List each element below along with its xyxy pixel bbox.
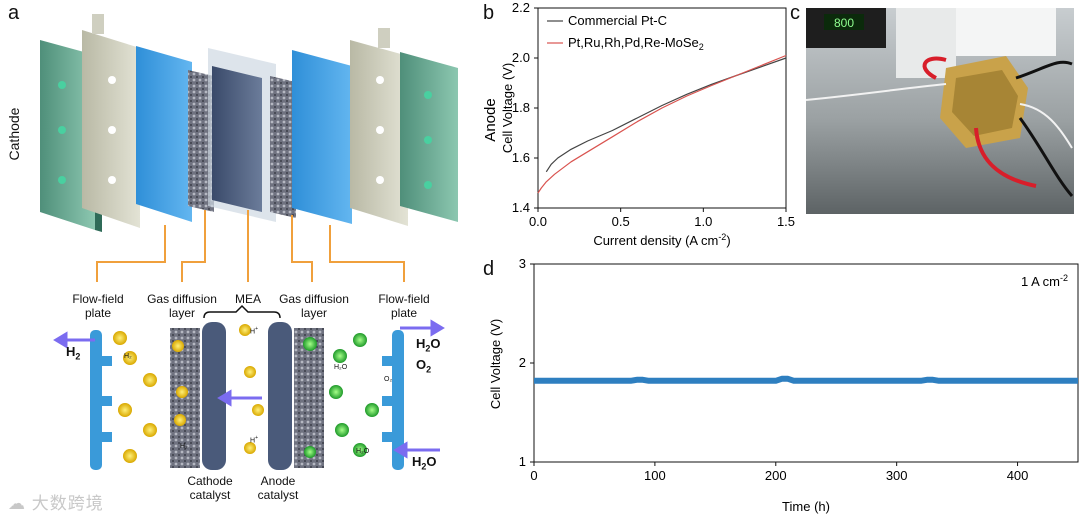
cathode-gdl-foam [188,70,214,212]
x-tick-label: 200 [765,468,787,483]
y-tick-label: 1 [519,454,526,469]
panel-letter-b: b [483,2,495,24]
callout-text-line2: layer [300,306,327,320]
small-o2-label: O₂ [384,376,393,383]
legend-label-pt-c: Commercial Pt-C [568,13,667,28]
series-line-1 [537,54,787,194]
cell-schematic [53,304,445,470]
callout-gdl-left: Gas diffusion layer [136,292,228,320]
panel-a-figure [40,14,458,470]
y-tick-label: 2.0 [512,50,530,65]
small-h2-label: H₂ [180,443,188,450]
chart-d-ylabel: Cell Voltage (V) [488,319,503,409]
series-line-0 [534,375,1078,384]
cathode-end-plate [40,40,95,230]
callout-flow-plate-right: Flow-field plate [364,292,444,320]
x-tick-label: 0 [530,468,537,483]
y-tick-label: 2 [519,355,526,370]
y-tick-label: 1.8 [512,100,530,115]
callout-text-line2: layer [168,306,195,320]
y-tick-label: 3 [519,256,526,271]
panel-letter-c: c [790,2,800,24]
callout-gdl-right: Gas diffusion layer [268,292,360,320]
anode-catalyst-label: Anode catalyst [257,474,299,502]
callout-flow-plate-left: Flow-field plate [58,292,138,320]
photo-c: 800 [806,8,1074,214]
anode-label: Anode [482,98,499,141]
cathode-label-wrap: Cathode [0,92,28,182]
hplus-label: H+ [250,435,258,445]
watermark-icon: ☁ [8,494,26,513]
callout-mea: MEA [228,292,268,306]
cathode-label: Cathode [6,107,22,161]
exploded-stack [40,14,458,232]
h2-outlet-label: H2 [66,344,81,362]
chart-b-xlabel: Current density (A cm-2) [593,232,730,248]
small-h2o-label: H₂O [334,364,348,371]
y-tick-label: 2.2 [512,0,530,15]
cathode-gdl-frame [136,46,192,222]
y-tick-label: 1.4 [512,200,530,215]
x-tick-label: 300 [886,468,908,483]
small-h2-label: H₂ [124,353,132,360]
anode-outlet-label: H2O O2 [416,336,441,375]
chart-d: 0 100 200 300 400 1 2 3 1 A cm-2 Time (h) Cell … [488,256,1079,514]
panel-letter-d: d [483,258,495,280]
callout-text-line2: plate [390,306,418,320]
chart-d-annotation: 1 A cm-2 [1021,273,1068,289]
callout-lines [96,210,405,282]
x-tick-label: 0.0 [529,214,547,229]
x-tick-label: 1.0 [694,214,712,229]
callout-text-line1: Gas diffusion [279,292,349,306]
chart-d-frame [533,263,1079,463]
anode-gdl-foam [270,76,296,218]
x-tick-label: 1.5 [777,214,795,229]
x-tick-label: 100 [644,468,666,483]
chart-d-xlabel: Time (h) [782,499,830,514]
mea-core [212,66,262,212]
callout-text-line1: Flow-field [378,292,430,306]
chart-b: 0.0 0.5 1.0 1.5 1.4 1.6 1.8 2.0 2.2 Commercial P… [482,0,795,248]
callout-text-line1: Gas diffusion [147,292,217,306]
h2o-inlet-label: H2O [412,454,437,472]
x-tick-label: 400 [1007,468,1029,483]
panel-letter-a: a [8,2,20,24]
callout-text-line1: MEA [234,292,261,306]
chart-b-ylabel: Cell Voltage (V) [500,63,515,153]
hplus-label: H+ [250,326,258,336]
small-h2o-label: H₂O [356,448,370,455]
legend-label-mose2: Pt,Ru,Rh,Pd,Re-MoSe2 [568,35,704,52]
callout-text-line2: plate [84,306,112,320]
cathode-catalyst-label: Cathode catalyst [187,474,233,502]
callout-text-line1: Flow-field [72,292,124,306]
watermark: ☁ 大数跨境 [8,494,104,513]
display-reading: 800 [834,16,854,30]
y-tick-label: 1.6 [512,150,530,165]
anode-gdl-frame [292,50,352,224]
x-tick-label: 0.5 [612,214,630,229]
